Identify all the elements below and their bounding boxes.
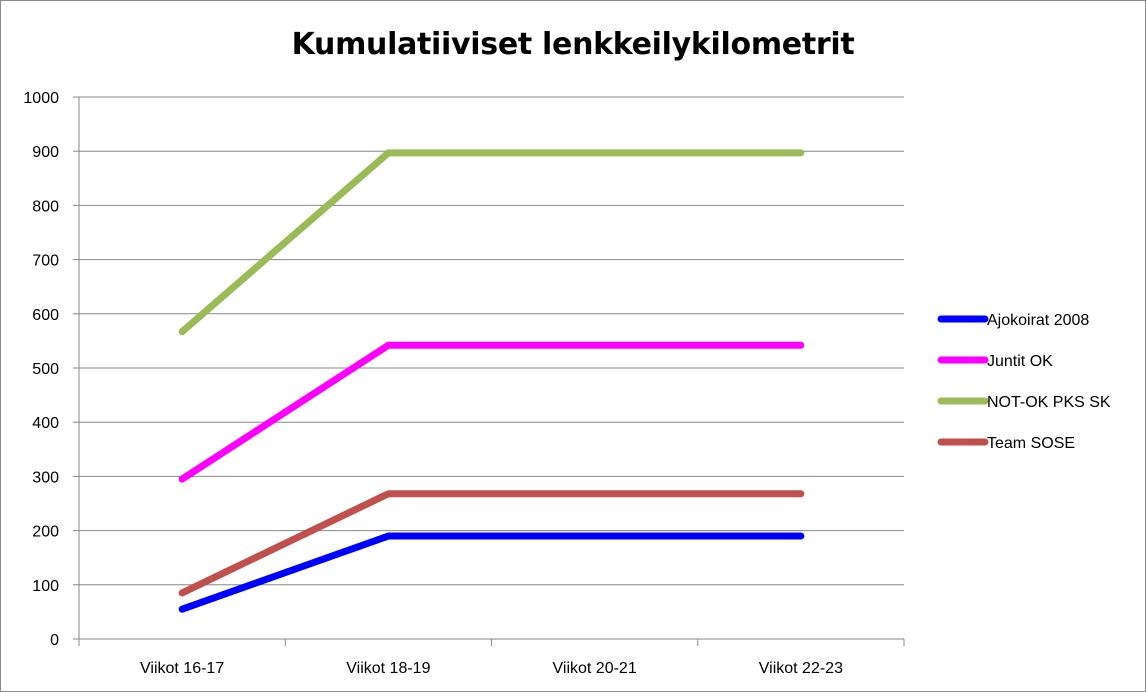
legend: Ajokoirat 2008 Juntit OK NOT-OK PKS SK Team… — [937, 312, 1111, 452]
series-lines — [178, 149, 805, 613]
legend-label: Juntit OK — [987, 353, 1053, 370]
legend-label: Team SOSE — [987, 435, 1075, 452]
chart-title: Kumulatiiviset lenkkeilykilometrit — [291, 27, 855, 62]
y-tick-label: 900 — [32, 144, 59, 161]
x-tick-label: Viikot 20-21 — [553, 660, 637, 677]
axes: 0 100 200 300 400 500 600 700 800 900 1000 Viikot 1… — [23, 90, 905, 677]
y-tick-label: 200 — [32, 524, 59, 541]
x-tick-label: Viikot 18-19 — [346, 660, 430, 677]
x-tick-label: Viikot 22-23 — [759, 660, 843, 677]
series-line-1 — [178, 532, 805, 613]
y-tick-label: 400 — [32, 415, 59, 432]
y-tick-label: 600 — [32, 307, 59, 324]
series-line-3 — [178, 149, 805, 336]
y-tick-label: 800 — [32, 198, 59, 215]
series-line-2 — [178, 341, 805, 483]
x-tick-label: Viikot 16-17 — [140, 660, 224, 677]
y-tick-label: 300 — [32, 469, 59, 486]
y-tick-label: 1000 — [23, 90, 59, 107]
legend-label: NOT-OK PKS SK — [987, 394, 1111, 411]
y-tick-label: 500 — [32, 361, 59, 378]
y-tick-label: 0 — [50, 632, 59, 649]
y-tick-label: 100 — [32, 578, 59, 595]
y-tick-label: 700 — [32, 253, 59, 270]
gridlines — [79, 96, 904, 586]
series-line-4 — [178, 490, 805, 597]
legend-label: Ajokoirat 2008 — [987, 312, 1089, 329]
